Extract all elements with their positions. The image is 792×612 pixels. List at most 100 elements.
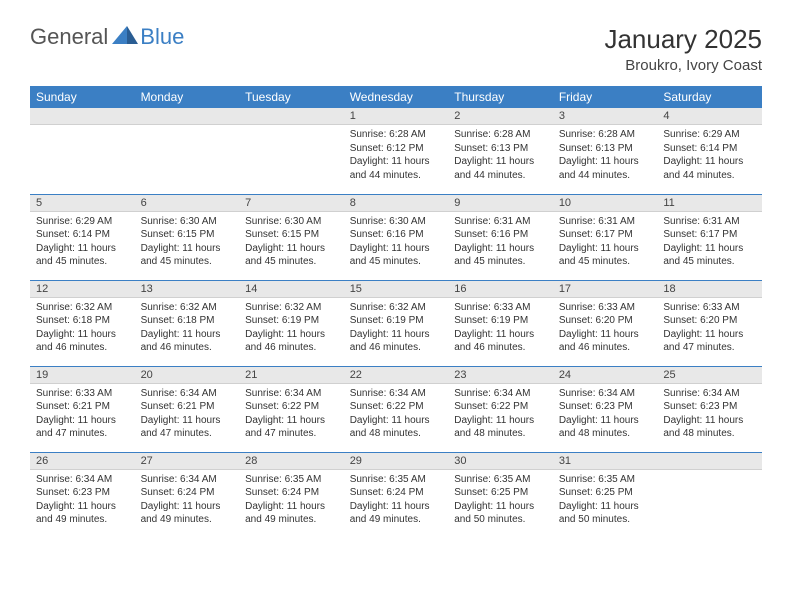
- day-text: Sunrise: 6:31 AMSunset: 6:17 PMDaylight:…: [657, 212, 762, 272]
- day-header: Thursday: [448, 86, 553, 108]
- day-text: Sunrise: 6:32 AMSunset: 6:19 PMDaylight:…: [344, 298, 449, 358]
- day-number: 29: [344, 453, 449, 470]
- day-text: Sunrise: 6:29 AMSunset: 6:14 PMDaylight:…: [657, 125, 762, 185]
- day-text: Sunrise: 6:30 AMSunset: 6:15 PMDaylight:…: [239, 212, 344, 272]
- day-text: Sunrise: 6:35 AMSunset: 6:24 PMDaylight:…: [239, 470, 344, 530]
- day-cell: 29Sunrise: 6:35 AMSunset: 6:24 PMDayligh…: [344, 452, 449, 538]
- week-row: 26Sunrise: 6:34 AMSunset: 6:23 PMDayligh…: [30, 452, 762, 538]
- day-cell: 20Sunrise: 6:34 AMSunset: 6:21 PMDayligh…: [135, 366, 240, 452]
- day-number: 17: [553, 281, 658, 298]
- day-number: 2: [448, 108, 553, 125]
- day-text: Sunrise: 6:33 AMSunset: 6:20 PMDaylight:…: [657, 298, 762, 358]
- day-text: Sunrise: 6:30 AMSunset: 6:16 PMDaylight:…: [344, 212, 449, 272]
- week-row: 1Sunrise: 6:28 AMSunset: 6:12 PMDaylight…: [30, 108, 762, 194]
- day-number: 19: [30, 367, 135, 384]
- day-number: 11: [657, 195, 762, 212]
- title-location: Broukro, Ivory Coast: [604, 57, 762, 74]
- day-text: Sunrise: 6:31 AMSunset: 6:17 PMDaylight:…: [553, 212, 658, 272]
- day-cell: 24Sunrise: 6:34 AMSunset: 6:23 PMDayligh…: [553, 366, 658, 452]
- day-cell: 19Sunrise: 6:33 AMSunset: 6:21 PMDayligh…: [30, 366, 135, 452]
- calendar-page: General Blue January 2025 Broukro, Ivory…: [0, 0, 792, 562]
- day-cell: 7Sunrise: 6:30 AMSunset: 6:15 PMDaylight…: [239, 194, 344, 280]
- day-number: 3: [553, 108, 658, 125]
- day-cell: 11Sunrise: 6:31 AMSunset: 6:17 PMDayligh…: [657, 194, 762, 280]
- day-number: 9: [448, 195, 553, 212]
- day-text: Sunrise: 6:33 AMSunset: 6:19 PMDaylight:…: [448, 298, 553, 358]
- week-row: 19Sunrise: 6:33 AMSunset: 6:21 PMDayligh…: [30, 366, 762, 452]
- day-cell: 23Sunrise: 6:34 AMSunset: 6:22 PMDayligh…: [448, 366, 553, 452]
- day-cell: 22Sunrise: 6:34 AMSunset: 6:22 PMDayligh…: [344, 366, 449, 452]
- day-header: Friday: [553, 86, 658, 108]
- day-header-row: Sunday Monday Tuesday Wednesday Thursday…: [30, 86, 762, 108]
- title-block: January 2025 Broukro, Ivory Coast: [604, 24, 762, 74]
- day-text: Sunrise: 6:34 AMSunset: 6:24 PMDaylight:…: [135, 470, 240, 530]
- day-number: 20: [135, 367, 240, 384]
- day-cell: 6Sunrise: 6:30 AMSunset: 6:15 PMDaylight…: [135, 194, 240, 280]
- day-number: 12: [30, 281, 135, 298]
- calendar-body: 1Sunrise: 6:28 AMSunset: 6:12 PMDaylight…: [30, 108, 762, 538]
- day-cell: [135, 108, 240, 194]
- day-header: Sunday: [30, 86, 135, 108]
- day-cell: 18Sunrise: 6:33 AMSunset: 6:20 PMDayligh…: [657, 280, 762, 366]
- day-cell: 13Sunrise: 6:32 AMSunset: 6:18 PMDayligh…: [135, 280, 240, 366]
- day-header: Saturday: [657, 86, 762, 108]
- day-cell: 31Sunrise: 6:35 AMSunset: 6:25 PMDayligh…: [553, 452, 658, 538]
- day-text: Sunrise: 6:34 AMSunset: 6:22 PMDaylight:…: [239, 384, 344, 444]
- day-number: 18: [657, 281, 762, 298]
- day-number: [30, 108, 135, 125]
- day-number: 6: [135, 195, 240, 212]
- day-cell: 10Sunrise: 6:31 AMSunset: 6:17 PMDayligh…: [553, 194, 658, 280]
- day-text: Sunrise: 6:34 AMSunset: 6:22 PMDaylight:…: [448, 384, 553, 444]
- day-number: [239, 108, 344, 125]
- day-cell: 26Sunrise: 6:34 AMSunset: 6:23 PMDayligh…: [30, 452, 135, 538]
- day-cell: 8Sunrise: 6:30 AMSunset: 6:16 PMDaylight…: [344, 194, 449, 280]
- week-row: 5Sunrise: 6:29 AMSunset: 6:14 PMDaylight…: [30, 194, 762, 280]
- logo-word1: General: [30, 24, 108, 50]
- day-number: 24: [553, 367, 658, 384]
- day-number: 7: [239, 195, 344, 212]
- day-number: 27: [135, 453, 240, 470]
- day-cell: 15Sunrise: 6:32 AMSunset: 6:19 PMDayligh…: [344, 280, 449, 366]
- day-number: 26: [30, 453, 135, 470]
- header: General Blue January 2025 Broukro, Ivory…: [30, 24, 762, 74]
- day-text: Sunrise: 6:35 AMSunset: 6:25 PMDaylight:…: [448, 470, 553, 530]
- day-number: 21: [239, 367, 344, 384]
- day-cell: [239, 108, 344, 194]
- day-cell: 28Sunrise: 6:35 AMSunset: 6:24 PMDayligh…: [239, 452, 344, 538]
- day-text: Sunrise: 6:28 AMSunset: 6:13 PMDaylight:…: [553, 125, 658, 185]
- week-row: 12Sunrise: 6:32 AMSunset: 6:18 PMDayligh…: [30, 280, 762, 366]
- day-cell: 16Sunrise: 6:33 AMSunset: 6:19 PMDayligh…: [448, 280, 553, 366]
- day-text: Sunrise: 6:29 AMSunset: 6:14 PMDaylight:…: [30, 212, 135, 272]
- day-text: Sunrise: 6:34 AMSunset: 6:23 PMDaylight:…: [30, 470, 135, 530]
- day-cell: 27Sunrise: 6:34 AMSunset: 6:24 PMDayligh…: [135, 452, 240, 538]
- day-number: 30: [448, 453, 553, 470]
- day-number: 4: [657, 108, 762, 125]
- day-number: 8: [344, 195, 449, 212]
- day-text: Sunrise: 6:32 AMSunset: 6:19 PMDaylight:…: [239, 298, 344, 358]
- day-text: Sunrise: 6:35 AMSunset: 6:25 PMDaylight:…: [553, 470, 658, 530]
- day-cell: 2Sunrise: 6:28 AMSunset: 6:13 PMDaylight…: [448, 108, 553, 194]
- day-number: 1: [344, 108, 449, 125]
- day-text: Sunrise: 6:32 AMSunset: 6:18 PMDaylight:…: [135, 298, 240, 358]
- day-number: [135, 108, 240, 125]
- day-number: 23: [448, 367, 553, 384]
- day-cell: [30, 108, 135, 194]
- day-number: 10: [553, 195, 658, 212]
- day-text: Sunrise: 6:30 AMSunset: 6:15 PMDaylight:…: [135, 212, 240, 272]
- day-cell: 17Sunrise: 6:33 AMSunset: 6:20 PMDayligh…: [553, 280, 658, 366]
- day-cell: [657, 452, 762, 538]
- day-text: Sunrise: 6:28 AMSunset: 6:13 PMDaylight:…: [448, 125, 553, 185]
- day-cell: 1Sunrise: 6:28 AMSunset: 6:12 PMDaylight…: [344, 108, 449, 194]
- day-number: 28: [239, 453, 344, 470]
- day-text: Sunrise: 6:32 AMSunset: 6:18 PMDaylight:…: [30, 298, 135, 358]
- day-cell: 21Sunrise: 6:34 AMSunset: 6:22 PMDayligh…: [239, 366, 344, 452]
- day-text: Sunrise: 6:34 AMSunset: 6:23 PMDaylight:…: [657, 384, 762, 444]
- day-text: Sunrise: 6:35 AMSunset: 6:24 PMDaylight:…: [344, 470, 449, 530]
- day-number: 22: [344, 367, 449, 384]
- day-header: Monday: [135, 86, 240, 108]
- day-text: Sunrise: 6:34 AMSunset: 6:23 PMDaylight:…: [553, 384, 658, 444]
- day-cell: 30Sunrise: 6:35 AMSunset: 6:25 PMDayligh…: [448, 452, 553, 538]
- day-text: Sunrise: 6:28 AMSunset: 6:12 PMDaylight:…: [344, 125, 449, 185]
- day-header: Tuesday: [239, 86, 344, 108]
- day-cell: 14Sunrise: 6:32 AMSunset: 6:19 PMDayligh…: [239, 280, 344, 366]
